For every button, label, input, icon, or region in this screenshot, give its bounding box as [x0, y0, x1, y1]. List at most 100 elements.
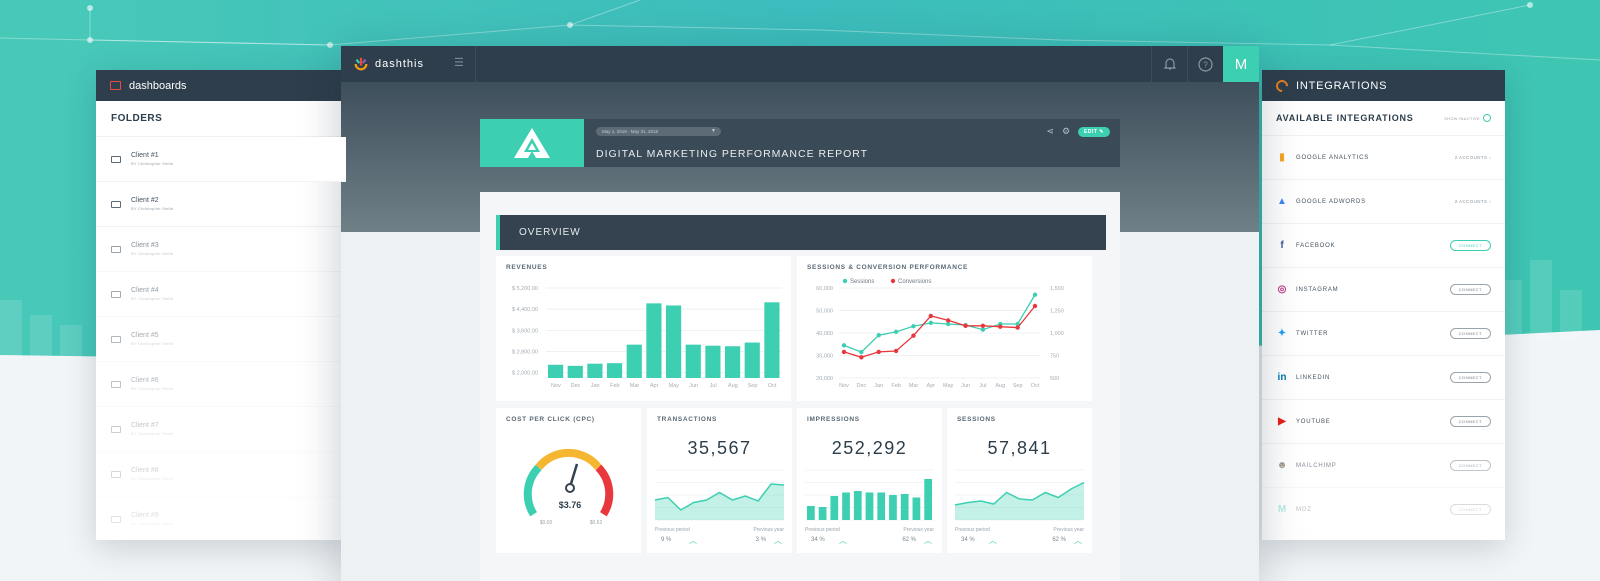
connect-button[interactable]: CONNECT: [1449, 328, 1491, 339]
integration-name: INSTAGRAM: [1296, 286, 1339, 293]
connect-button[interactable]: CONNECT: [1449, 372, 1491, 383]
edit-button[interactable]: EDIT ✎: [1078, 126, 1110, 137]
folders-title: FOLDERS: [96, 101, 346, 137]
sparkline-bar: [830, 496, 839, 520]
series-point-sessions: [928, 320, 934, 326]
bell-icon: [1163, 58, 1176, 70]
legend-marker: [890, 278, 896, 284]
sessions-x-tick: Mar: [909, 383, 919, 389]
show-inactive-toggle[interactable]: SHOW INACTIVE: [1444, 114, 1491, 122]
available-integrations-title: AVAILABLE INTEGRATIONS: [1276, 113, 1414, 123]
kpi-comparison: Previous period Previous year 34 % ︿ 62 % ︿: [955, 527, 1084, 547]
series-point-sessions: [945, 321, 951, 327]
date-range-selector[interactable]: May 1, 2018 - May 31, 2018 ▼: [596, 127, 721, 136]
notifications-button[interactable]: [1151, 46, 1187, 82]
cpc-title: COST PER CLICK (CPC): [506, 416, 595, 423]
arrow-up-icon: ︿: [839, 536, 847, 545]
integration-name: GOOGLE ANALYTICS: [1296, 154, 1370, 161]
cpc-value: $3.76: [559, 500, 582, 510]
sessions-x-tick: May: [943, 383, 954, 389]
revenues-bar: [705, 345, 721, 378]
sparkline-bar: [818, 507, 827, 520]
gauge-red-arc: [595, 464, 614, 517]
revenues-y-tick: $ 2,800.00: [512, 350, 538, 356]
help-button[interactable]: ?: [1187, 46, 1223, 82]
logo-text: dashthis: [375, 58, 424, 70]
revenues-x-tick: May: [669, 383, 680, 389]
previous-year-value: 62 %: [902, 537, 916, 543]
sessions-x-tick: Apr: [927, 383, 936, 389]
revenues-y-tick: $ 2,000.00: [512, 371, 538, 377]
kpi-card-sessions: SESSIONS 57,841 Previous period Previous ye…: [947, 408, 1092, 553]
client-owner: BY Christopher Smith: [131, 206, 174, 211]
user-avatar[interactable]: M: [1223, 46, 1259, 82]
dashthis-logo[interactable]: dashthis: [341, 46, 476, 82]
connect-button[interactable]: CONNECT: [1449, 416, 1491, 427]
instagram-icon: ◎: [1277, 284, 1287, 295]
client-name: Client #2: [131, 197, 159, 204]
available-integrations-row: AVAILABLE INTEGRATIONS SHOW INACTIVE: [1262, 101, 1505, 136]
previous-year-label: Previous year: [1053, 527, 1084, 533]
sessions-x-tick: Aug: [995, 383, 1005, 389]
folder-icon: [111, 155, 121, 163]
kpi-sparkline: [954, 469, 1085, 521]
logo-mark-icon: [354, 57, 368, 71]
integration-name: LINKEDIN: [1296, 374, 1331, 381]
client-name: Client #1: [131, 152, 159, 159]
sparkline-bar: [877, 492, 886, 520]
kpi-sparkline: [654, 469, 785, 521]
integration-youtube: ▶ YOUTUBE CONNECT: [1262, 400, 1505, 444]
integration-linkedin: in LINKEDIN CONNECT: [1262, 356, 1505, 400]
series-line-sessions: [843, 294, 1036, 353]
series-point-conversions: [1015, 325, 1020, 330]
revenues-bar: [548, 364, 564, 378]
accounts-link[interactable]: 2 ACCOUNTS ›: [1454, 199, 1491, 204]
report-logo: [480, 119, 584, 167]
revenues-y-tick: $ 3,600.00: [512, 328, 538, 334]
connect-button[interactable]: CONNECT: [1449, 284, 1491, 295]
share-icon[interactable]: ⋖: [1046, 126, 1054, 136]
client-folder-item[interactable]: Client #1 BY Christopher Smith: [96, 137, 346, 182]
google-adwords-icon: ▲: [1277, 196, 1287, 207]
integrations-title: INTEGRATIONS: [1296, 79, 1388, 92]
connect-button[interactable]: CONNECT: [1449, 240, 1491, 251]
hamburger-menu-icon[interactable]: ☰: [454, 57, 464, 69]
revenues-chart: $ 2,000.00 $ 2,800.00 $ 3,600.00 $ 4,400.00…: [512, 286, 782, 389]
client-folder-item[interactable]: Client #2 BY Christopher Smith: [96, 182, 346, 227]
wrench-icon: [1273, 77, 1291, 94]
kpi-value: 35,567: [687, 438, 752, 458]
revenues-bar: [666, 305, 682, 378]
sparkline-bar: [912, 497, 921, 520]
sessions-y-tick-right: 500: [1050, 376, 1059, 382]
gauge-green-arc: [523, 464, 542, 517]
kpi-card-impressions: IMPRESSIONS 252,292 Previous period Previou…: [797, 408, 942, 553]
check-circle-icon: [1483, 114, 1491, 122]
sessions-y-tick-left: 40,000: [816, 331, 833, 337]
dashboards-header: dashboards: [96, 70, 346, 101]
linkedin-icon: in: [1277, 372, 1287, 383]
series-point-conversions: [876, 349, 881, 355]
kpi-comparison: Previous period Previous year 9 % ︿ 3 % ︿: [655, 527, 784, 547]
sparkline-line: [654, 483, 785, 511]
kpi-sparkline: [805, 469, 934, 521]
client-logo-icon: [514, 128, 550, 158]
youtube-icon: ▶: [1278, 416, 1286, 427]
sparkline-area: [655, 484, 784, 520]
previous-year-label: Previous year: [903, 527, 934, 533]
sessions-y-tick-left: 50,000: [816, 309, 833, 315]
arrow-up-icon: ︿: [1074, 536, 1082, 545]
show-inactive-label: SHOW INACTIVE: [1444, 115, 1480, 121]
twitter-icon: ✦: [1277, 328, 1287, 339]
kpi-title: IMPRESSIONS: [807, 416, 860, 423]
folder-icon: [111, 200, 121, 208]
series-point-sessions: [859, 349, 864, 355]
series-point-conversions: [963, 323, 968, 328]
integration-google-adwords: ▲ GOOGLE ADWORDS 2 ACCOUNTS ›: [1262, 180, 1505, 224]
accounts-link[interactable]: 2 ACCOUNTS ›: [1454, 155, 1491, 160]
facebook-icon: f: [1280, 240, 1284, 251]
previous-period-value: 34 %: [961, 537, 975, 543]
series-point-sessions: [911, 324, 916, 329]
revenues-x-tick: Dec: [571, 383, 581, 389]
gear-icon[interactable]: ⚙: [1061, 126, 1071, 136]
series-point-sessions: [876, 333, 881, 338]
